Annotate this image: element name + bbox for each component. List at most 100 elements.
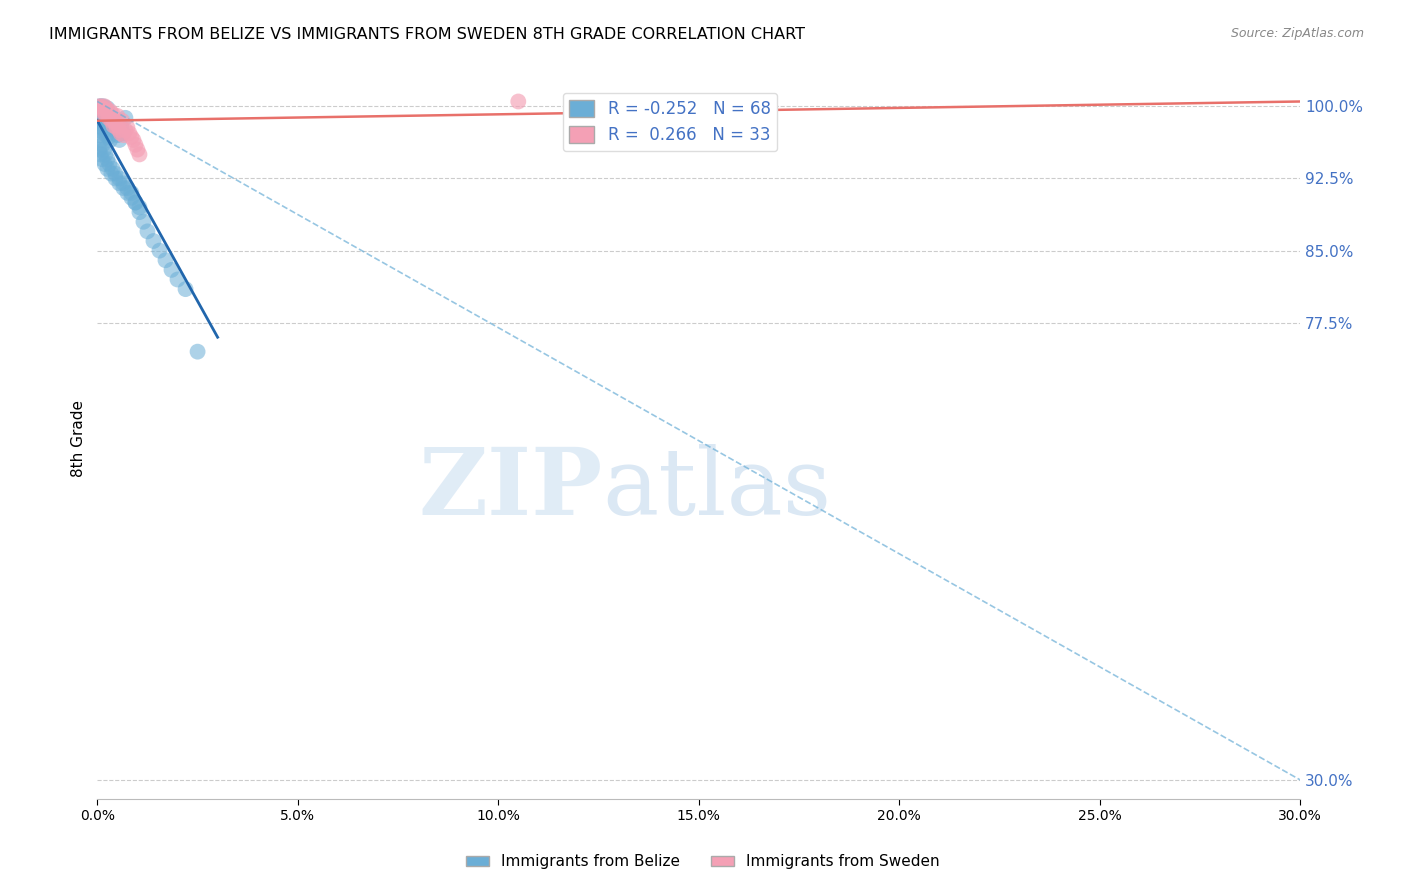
Point bbox=[90, 107, 112, 121]
Point bbox=[124, 195, 146, 210]
Point bbox=[91, 120, 114, 135]
Point bbox=[120, 191, 142, 205]
Point bbox=[108, 171, 131, 186]
Point bbox=[91, 153, 114, 167]
Point bbox=[89, 107, 111, 121]
Point bbox=[96, 161, 118, 176]
Point bbox=[132, 215, 155, 229]
Point bbox=[155, 253, 177, 268]
Point bbox=[89, 99, 111, 113]
Point bbox=[108, 176, 131, 190]
Point bbox=[187, 344, 209, 359]
Point bbox=[93, 99, 115, 113]
Point bbox=[124, 137, 146, 152]
Point bbox=[89, 104, 111, 119]
Point bbox=[148, 244, 170, 258]
Point bbox=[94, 104, 117, 119]
Point bbox=[111, 113, 134, 128]
Point bbox=[105, 128, 128, 143]
Point bbox=[107, 119, 129, 133]
Point bbox=[98, 109, 121, 123]
Point bbox=[98, 117, 121, 131]
Point bbox=[120, 186, 142, 200]
Point bbox=[112, 128, 135, 143]
Point bbox=[120, 130, 142, 145]
Point bbox=[96, 128, 118, 143]
Point bbox=[89, 123, 111, 137]
Point bbox=[90, 147, 112, 161]
Point bbox=[94, 107, 117, 121]
Point bbox=[91, 137, 114, 152]
Point bbox=[128, 200, 150, 214]
Point bbox=[91, 113, 114, 128]
Point bbox=[90, 104, 112, 119]
Point bbox=[96, 101, 118, 115]
Point bbox=[103, 119, 125, 133]
Point bbox=[136, 224, 159, 238]
Point bbox=[90, 99, 112, 113]
Point bbox=[100, 113, 122, 128]
Point bbox=[104, 167, 127, 181]
Point bbox=[96, 113, 118, 128]
Point bbox=[93, 109, 115, 123]
Point bbox=[114, 111, 136, 125]
Point bbox=[112, 176, 135, 190]
Point bbox=[112, 181, 135, 195]
Legend: R = -0.252   N = 68, R =  0.266   N = 33: R = -0.252 N = 68, R = 0.266 N = 33 bbox=[562, 93, 778, 151]
Point bbox=[89, 143, 111, 157]
Point bbox=[101, 107, 124, 121]
Point bbox=[112, 126, 135, 140]
Point bbox=[117, 120, 139, 135]
Point bbox=[142, 234, 165, 248]
Point bbox=[90, 99, 112, 113]
Point bbox=[96, 104, 118, 119]
Point bbox=[127, 143, 149, 157]
Point bbox=[104, 117, 127, 131]
Legend: Immigrants from Belize, Immigrants from Sweden: Immigrants from Belize, Immigrants from … bbox=[460, 848, 946, 875]
Point bbox=[166, 272, 188, 286]
Point bbox=[108, 123, 131, 137]
Point bbox=[508, 95, 530, 109]
Point bbox=[94, 147, 117, 161]
Point bbox=[91, 101, 114, 115]
Point bbox=[89, 99, 111, 113]
Point bbox=[97, 111, 120, 125]
Point bbox=[100, 167, 122, 181]
Point bbox=[89, 113, 111, 128]
Point bbox=[98, 104, 121, 119]
Point bbox=[122, 133, 145, 147]
Point bbox=[98, 157, 121, 171]
Point bbox=[103, 119, 125, 133]
Point bbox=[117, 186, 139, 200]
Point bbox=[97, 130, 120, 145]
Point bbox=[105, 120, 128, 135]
Point bbox=[90, 133, 112, 147]
Point bbox=[98, 109, 121, 123]
Point bbox=[114, 123, 136, 137]
Point bbox=[174, 282, 197, 296]
Text: ZIP: ZIP bbox=[418, 443, 603, 533]
Point bbox=[117, 181, 139, 195]
Point bbox=[110, 126, 132, 140]
Point bbox=[105, 109, 128, 123]
Point bbox=[89, 128, 111, 143]
Point bbox=[124, 195, 146, 210]
Point bbox=[128, 205, 150, 219]
Point bbox=[110, 120, 132, 135]
Point bbox=[90, 111, 112, 125]
Point bbox=[93, 104, 115, 119]
Point bbox=[101, 161, 124, 176]
Point bbox=[100, 113, 122, 128]
Point bbox=[108, 133, 131, 147]
Y-axis label: 8th Grade: 8th Grade bbox=[72, 400, 86, 476]
Point bbox=[103, 113, 125, 128]
Point bbox=[96, 153, 118, 167]
Text: atlas: atlas bbox=[603, 443, 832, 533]
Point bbox=[94, 111, 117, 125]
Point bbox=[128, 147, 150, 161]
Point bbox=[104, 171, 127, 186]
Point bbox=[93, 123, 115, 137]
Point bbox=[160, 263, 183, 277]
Point bbox=[118, 126, 141, 140]
Point bbox=[93, 157, 115, 171]
